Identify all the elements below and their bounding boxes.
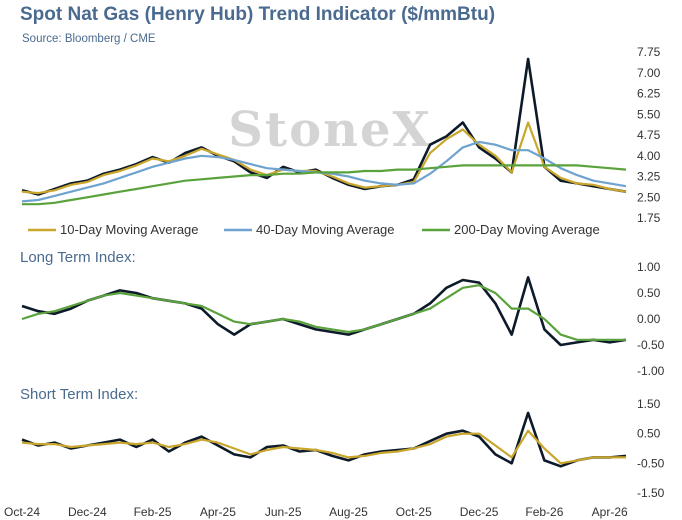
y-tick-label: 0.00 (637, 312, 661, 326)
series-line-1 (21, 411, 627, 468)
chart-title: Spot Nat Gas (Henry Hub) Trend Indicator… (20, 4, 496, 25)
y-tick-label: 3.25 (637, 170, 661, 184)
series-line-1 (21, 276, 627, 347)
y-tick-label: 1.75 (637, 211, 661, 225)
y-tick-label: 7.75 (637, 45, 661, 59)
source-note: Source: Bloomberg / CME (22, 33, 156, 45)
panel-title: Short Term Index: (20, 386, 138, 403)
series-line-2 (21, 429, 626, 465)
x-tick-label: Oct-24 (4, 505, 40, 519)
legend-label: 200-Day Moving Average (454, 222, 600, 237)
y-tick-label: 2.50 (637, 190, 661, 204)
x-tick-label: Feb-25 (134, 505, 172, 519)
y-tick-label: -1.50 (637, 486, 665, 500)
y-tick-label: -0.50 (637, 456, 665, 470)
x-tick-label: Apr-26 (592, 505, 628, 519)
y-tick-label: 5.50 (637, 107, 661, 121)
y-tick-label: 6.25 (637, 87, 661, 101)
y-tick-label: -0.50 (637, 338, 665, 352)
x-tick-label: Apr-25 (200, 505, 236, 519)
x-tick-label: Feb-26 (525, 505, 563, 519)
y-tick-label: 1.00 (637, 260, 661, 274)
x-tick-label: Jun-25 (265, 505, 302, 519)
panel-title: Long Term Index: (20, 249, 136, 266)
stonex-watermark: StoneX (228, 102, 432, 158)
y-tick-label: 4.75 (637, 128, 661, 142)
y-tick-label: 0.50 (637, 286, 661, 300)
legend-label: 10-Day Moving Average (60, 222, 199, 237)
y-tick-label: 0.50 (637, 427, 661, 441)
x-tick-label: Oct-25 (396, 505, 432, 519)
panel-1: StoneX 7.75 7.00 6.25 5.50 4.75 4.00 3.25 2.50 1.… (21, 45, 661, 237)
series-line-2 (21, 284, 626, 341)
x-tick-label: Aug-25 (329, 505, 368, 519)
series-line-4 (22, 164, 627, 206)
x-tick-label: Dec-25 (460, 505, 499, 519)
x-tick-label: Dec-24 (68, 505, 107, 519)
y-tick-label: 7.00 (637, 66, 661, 80)
panel-3: Short Term Index: 1.50 0.50 -0.50 -1.50 (20, 386, 665, 500)
y-tick-label: -1.00 (637, 364, 665, 378)
panel-2: Long Term Index: 1.00 0.50 0.00 -0.50 -1.00 (20, 249, 665, 378)
y-tick-label: 1.50 (637, 397, 661, 411)
y-tick-label: 4.00 (637, 149, 661, 163)
legend-label: 40-Day Moving Average (256, 222, 395, 237)
